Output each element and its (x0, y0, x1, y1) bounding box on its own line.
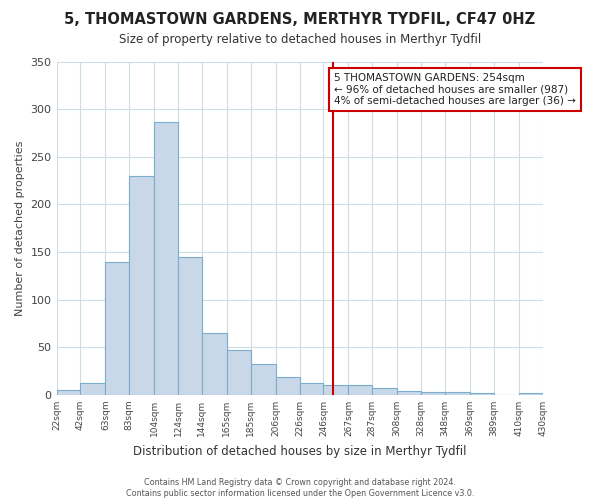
Bar (202, 333, 227, 395)
Text: 5 THOMASTOWN GARDENS: 254sqm
← 96% of detached houses are smaller (987)
4% of se: 5 THOMASTOWN GARDENS: 254sqm ← 96% of de… (334, 73, 576, 106)
Bar (349, 386, 372, 395)
Bar (80, 382, 106, 395)
Bar (106, 262, 129, 395)
Bar (154, 122, 178, 395)
Bar (251, 364, 276, 395)
Text: 5, THOMASTOWN GARDENS, MERTHYR TYDFIL, CF47 0HZ: 5, THOMASTOWN GARDENS, MERTHYR TYDFIL, C… (64, 12, 536, 28)
Y-axis label: Number of detached properties: Number of detached properties (15, 140, 25, 316)
Bar (129, 176, 154, 395)
Bar (323, 386, 349, 395)
Bar (56, 390, 80, 395)
Bar (470, 393, 494, 395)
Bar (178, 257, 202, 395)
Bar (397, 391, 421, 395)
Bar (299, 384, 323, 395)
Bar (445, 392, 470, 395)
Bar (519, 393, 542, 395)
Bar (372, 388, 397, 395)
Bar (276, 377, 299, 395)
Bar (227, 350, 251, 395)
Text: Contains HM Land Registry data © Crown copyright and database right 2024.
Contai: Contains HM Land Registry data © Crown c… (126, 478, 474, 498)
Bar (421, 392, 445, 395)
X-axis label: Distribution of detached houses by size in Merthyr Tydfil: Distribution of detached houses by size … (133, 444, 466, 458)
Text: Size of property relative to detached houses in Merthyr Tydfil: Size of property relative to detached ho… (119, 32, 481, 46)
